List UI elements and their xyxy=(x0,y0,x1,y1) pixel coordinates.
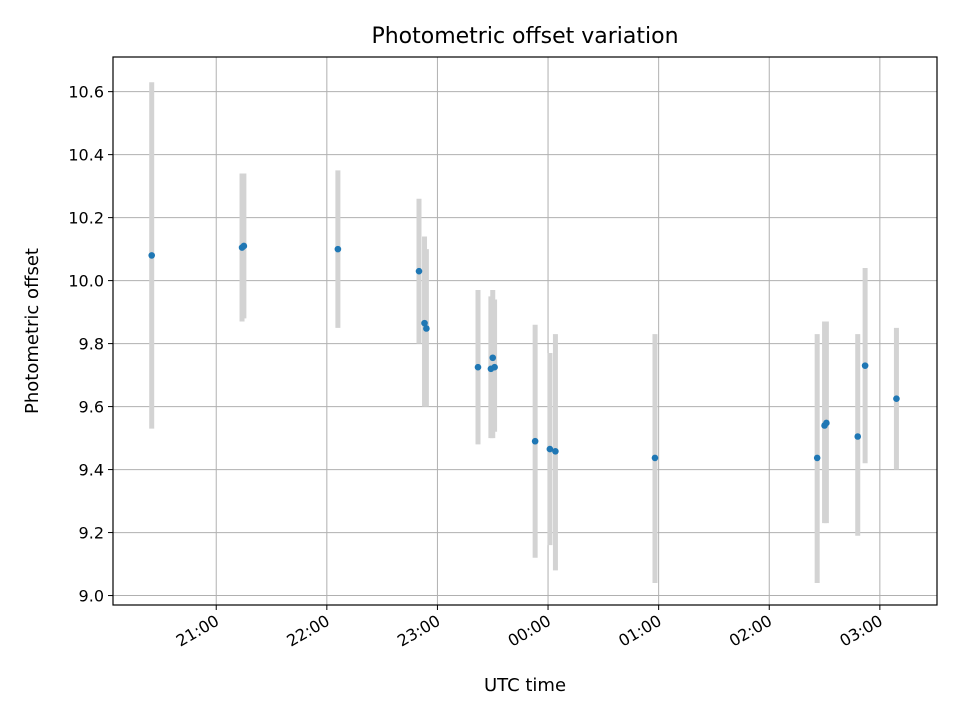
data-point xyxy=(491,363,498,371)
data-point xyxy=(421,319,428,327)
x-tick-label: 02:00 xyxy=(726,611,775,651)
data-point xyxy=(415,267,423,275)
y-tick-label: 9.4 xyxy=(79,461,104,480)
data-point xyxy=(552,448,559,455)
data-point xyxy=(823,419,830,427)
data-point xyxy=(813,454,821,462)
error-bars xyxy=(149,82,899,583)
data-point xyxy=(854,433,862,440)
x-axis-label: UTC time xyxy=(484,675,566,696)
plot-frame xyxy=(112,56,938,606)
y-tick-label: 9.2 xyxy=(79,524,104,543)
x-tick-label: 03:00 xyxy=(836,611,885,651)
y-tick-label: 9.0 xyxy=(79,587,104,606)
data-point xyxy=(474,363,482,371)
x-tick-label: 21:00 xyxy=(173,611,222,651)
y-tick-label: 10.0 xyxy=(68,272,104,291)
chart-title: Photometric offset variation xyxy=(371,24,678,49)
data-point xyxy=(861,362,869,369)
x-tick-label: 00:00 xyxy=(505,611,554,651)
data-point xyxy=(240,242,248,250)
y-axis-label: Photometric offset xyxy=(22,248,43,414)
data-point xyxy=(148,252,156,259)
data-point xyxy=(893,395,900,403)
data-point xyxy=(546,445,554,453)
x-tick-label: 01:00 xyxy=(615,611,664,651)
data-point xyxy=(423,325,430,332)
data-point xyxy=(531,437,539,445)
x-tick-label: 22:00 xyxy=(283,611,332,651)
y-tick-label: 9.8 xyxy=(79,335,104,354)
data-point xyxy=(334,245,342,253)
y-tick-label: 10.6 xyxy=(68,83,104,102)
data-points xyxy=(148,242,900,462)
y-tick-label: 10.2 xyxy=(68,209,104,228)
data-point xyxy=(489,354,497,362)
y-tick-label: 10.4 xyxy=(68,146,104,165)
grid xyxy=(113,57,937,605)
data-point xyxy=(651,454,659,462)
x-tick-label: 23:00 xyxy=(394,611,443,651)
y-tick-label: 9.6 xyxy=(79,398,104,417)
